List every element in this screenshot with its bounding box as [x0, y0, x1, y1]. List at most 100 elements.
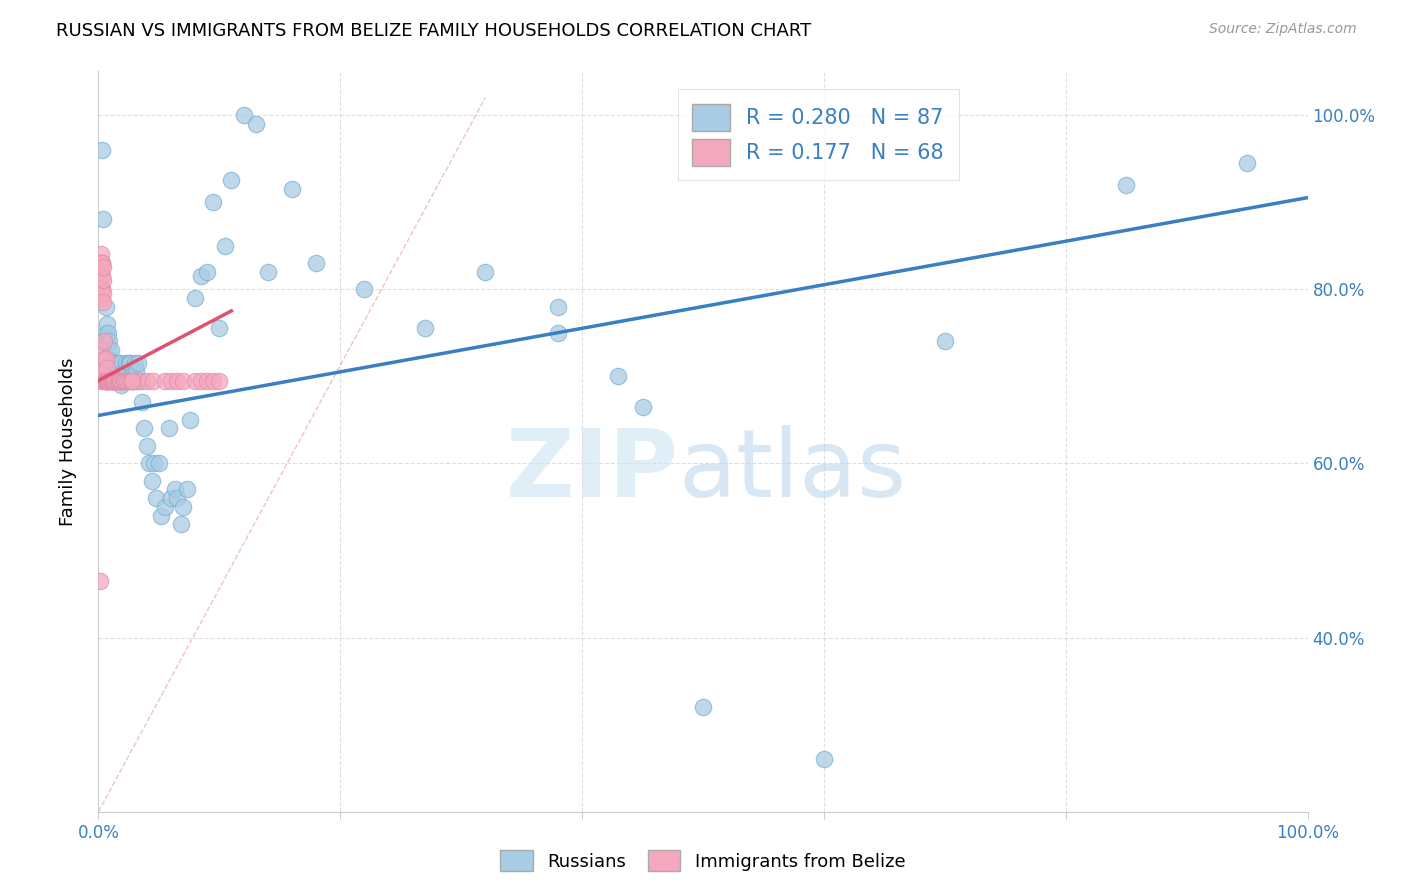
Point — [96, 334, 118, 349]
Point — [111, 374, 134, 388]
Point — [93, 351, 115, 366]
Point — [118, 356, 141, 370]
Point — [98, 374, 121, 388]
Point — [813, 752, 835, 766]
Point — [115, 356, 138, 370]
Point — [281, 182, 304, 196]
Point — [105, 356, 128, 370]
Point — [120, 374, 142, 388]
Point — [114, 374, 136, 388]
Point — [169, 517, 191, 532]
Point — [353, 282, 375, 296]
Point — [148, 456, 170, 470]
Point — [103, 374, 125, 388]
Point — [1115, 178, 1137, 192]
Point — [108, 374, 131, 388]
Point — [117, 365, 139, 379]
Point — [93, 334, 115, 349]
Point — [98, 351, 121, 366]
Point — [96, 360, 118, 375]
Point — [100, 369, 122, 384]
Point — [97, 326, 120, 340]
Point — [100, 374, 122, 388]
Point — [108, 356, 131, 370]
Point — [208, 321, 231, 335]
Point — [692, 700, 714, 714]
Point — [125, 365, 148, 379]
Point — [89, 268, 111, 283]
Point — [202, 194, 225, 209]
Point — [118, 356, 141, 370]
Point — [90, 256, 112, 270]
Point — [110, 374, 132, 388]
Point — [166, 491, 188, 505]
Point — [305, 256, 328, 270]
Point — [90, 247, 112, 261]
Point — [91, 256, 114, 270]
Point — [214, 238, 236, 252]
Point — [89, 360, 111, 375]
Point — [143, 456, 166, 470]
Point — [221, 173, 243, 187]
Text: Source: ZipAtlas.com: Source: ZipAtlas.com — [1209, 22, 1357, 37]
Point — [179, 413, 201, 427]
Point — [97, 374, 120, 388]
Point — [89, 343, 111, 357]
Point — [245, 117, 267, 131]
Point — [90, 282, 112, 296]
Legend: Russians, Immigrants from Belize: Russians, Immigrants from Belize — [494, 843, 912, 879]
Point — [547, 300, 569, 314]
Point — [104, 374, 127, 388]
Point — [631, 400, 654, 414]
Point — [153, 374, 176, 388]
Point — [111, 365, 134, 379]
Point — [256, 265, 278, 279]
Point — [101, 374, 124, 388]
Point — [142, 374, 165, 388]
Point — [101, 360, 124, 375]
Point — [103, 369, 125, 384]
Point — [124, 356, 146, 370]
Point — [91, 282, 114, 296]
Point — [160, 491, 183, 505]
Point — [91, 291, 114, 305]
Point — [108, 374, 131, 388]
Point — [103, 374, 125, 388]
Point — [96, 317, 118, 331]
Point — [97, 374, 120, 388]
Point — [91, 282, 114, 296]
Point — [112, 374, 135, 388]
Point — [134, 421, 156, 435]
Point — [117, 374, 139, 388]
Point — [101, 374, 124, 388]
Point — [107, 374, 129, 388]
Point — [112, 374, 135, 388]
Point — [100, 374, 122, 388]
Point — [190, 268, 212, 283]
Point — [107, 374, 129, 388]
Point — [105, 369, 128, 384]
Point — [97, 343, 120, 357]
Point — [96, 374, 118, 388]
Point — [118, 374, 141, 388]
Point — [121, 374, 143, 388]
Point — [172, 500, 194, 514]
Point — [110, 378, 132, 392]
Point — [94, 374, 117, 388]
Point — [93, 374, 115, 388]
Point — [145, 491, 167, 505]
Point — [121, 374, 143, 388]
Point — [122, 374, 145, 388]
Point — [100, 356, 122, 370]
Point — [108, 360, 131, 375]
Point — [184, 374, 207, 388]
Point — [208, 374, 231, 388]
Point — [190, 374, 212, 388]
Point — [94, 374, 117, 388]
Point — [100, 369, 122, 384]
Point — [89, 265, 111, 279]
Point — [100, 343, 122, 357]
Point — [153, 500, 176, 514]
Point — [131, 395, 153, 409]
Point — [101, 374, 124, 388]
